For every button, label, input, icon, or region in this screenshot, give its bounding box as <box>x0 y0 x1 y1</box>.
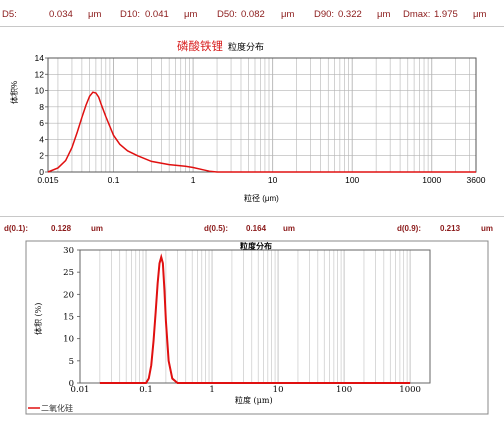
x-tick-label: 1000 <box>422 175 441 185</box>
y-tick-label: 12 <box>35 69 45 79</box>
chart1-svg: 0 2 4 6 8 10 12 14 0.015 0.1 1 10 100 1000 3600 <box>35 53 486 185</box>
d90-unit: μm <box>377 9 391 20</box>
d05-value: 0.164 <box>246 224 267 233</box>
chart2-legend-label: 二氧化硅 <box>41 404 73 413</box>
dmax-label: Dmax: <box>403 9 431 20</box>
chart1-y-ticks: 0 2 4 6 8 10 12 14 <box>35 53 48 177</box>
d01-unit: um <box>91 224 103 233</box>
y-tick-label: 14 <box>35 53 45 63</box>
chart2-ylabel: 体积 (%) <box>34 302 43 335</box>
chart2-plot-frame <box>79 249 431 384</box>
chart2-series-line <box>99 253 411 384</box>
chart1-ylabel: 体积% <box>10 80 19 104</box>
x-tick-label: 10 <box>273 385 284 395</box>
chart2-svg: 0 5 10 15 20 25 30 0.01 0.1 1 10 100 1000 <box>25 240 489 415</box>
d90-label: D90: <box>314 9 335 20</box>
chart1-series-line <box>47 91 476 173</box>
y-tick-label: 25 <box>63 268 74 278</box>
chart1-grid <box>48 58 476 172</box>
chart1-xlabel: 粒径 (μm) <box>244 194 279 203</box>
chart2-xlabel: 粒度 (μm) <box>235 396 273 405</box>
d90-value: 0.322 <box>338 9 362 20</box>
d10-label: D10: <box>120 9 141 20</box>
chart2-x-ticks: 0.01 0.1 1 10 100 1000 <box>71 385 421 395</box>
x-tick-label: 0.01 <box>71 385 90 395</box>
y-tick-label: 30 <box>63 246 74 256</box>
y-tick-label: 2 <box>39 151 44 161</box>
chart2-outer-frame <box>25 240 489 415</box>
chart1-title-red: 磷酸铁锂 <box>177 41 223 53</box>
y-tick-label: 8 <box>39 102 44 112</box>
x-tick-label: 3600 <box>467 175 486 185</box>
x-tick-label: 0.015 <box>37 175 59 185</box>
chart1-plot-frame <box>47 57 477 173</box>
y-tick-label: 15 <box>63 313 74 323</box>
x-tick-label: 0.1 <box>108 175 120 185</box>
top-divider <box>0 26 504 27</box>
chart1-x-ticks: 0.015 0.1 1 10 100 1000 3600 <box>37 175 485 185</box>
d09-unit: um <box>481 224 493 233</box>
y-tick-label: 0 <box>39 167 44 177</box>
chart2-grid <box>99 250 411 383</box>
y-tick-label: 10 <box>35 86 45 96</box>
y-tick-label: 4 <box>39 134 44 144</box>
x-tick-label: 100 <box>336 385 352 395</box>
d05-label: d(0.5): <box>204 224 228 233</box>
d50-value: 0.082 <box>241 9 265 20</box>
chart2-y-ticks: 0 5 10 15 20 25 30 <box>63 246 80 389</box>
d5-label: D5: <box>2 9 17 20</box>
y-tick-label: 6 <box>39 118 44 128</box>
d09-label: d(0.9): <box>397 224 421 233</box>
y-tick-label: 5 <box>69 357 74 367</box>
chart2-title: 粒度分布 <box>240 242 272 251</box>
d01-value: 0.128 <box>51 224 72 233</box>
d05-unit: um <box>283 224 295 233</box>
d5-value: 0.034 <box>49 9 73 20</box>
d50-label: D50: <box>217 9 238 20</box>
d10-value: 0.041 <box>145 9 169 20</box>
d01-label: d(0.1): <box>4 224 28 233</box>
d50-unit: μm <box>281 9 295 20</box>
y-tick-label: 20 <box>63 290 74 300</box>
d5-unit: μm <box>88 9 102 20</box>
y-tick-label: 10 <box>63 335 74 345</box>
chart1-title-black: 粒度分布 <box>228 42 265 52</box>
x-tick-label: 10 <box>268 175 278 185</box>
y-tick-label: 0 <box>69 379 74 389</box>
dmax-unit: μm <box>473 9 487 20</box>
x-tick-label: 100 <box>345 175 359 185</box>
d10-unit: μm <box>184 9 198 20</box>
d09-value: 0.213 <box>440 224 461 233</box>
x-tick-label: 1000 <box>399 385 421 395</box>
x-tick-label: 1 <box>209 385 214 395</box>
mid-divider <box>0 216 504 217</box>
x-tick-label: 0.1 <box>139 385 153 395</box>
x-tick-label: 1 <box>191 175 196 185</box>
dmax-value: 1.975 <box>434 9 458 20</box>
